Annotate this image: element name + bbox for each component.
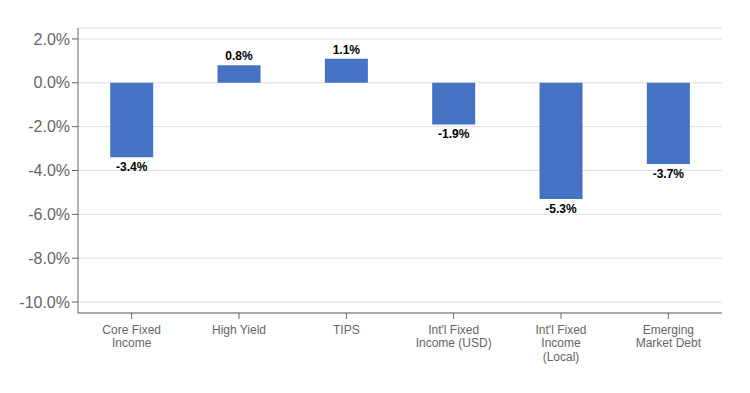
svg-text:-6.0%: -6.0% bbox=[28, 206, 70, 223]
svg-text:Core FixedIncome: Core FixedIncome bbox=[102, 323, 161, 351]
svg-text:Int'l FixedIncome(Local): Int'l FixedIncome(Local) bbox=[536, 323, 587, 365]
svg-text:-2.0%: -2.0% bbox=[28, 118, 70, 135]
svg-text:Int'l FixedIncome (USD): Int'l FixedIncome (USD) bbox=[416, 323, 492, 351]
svg-text:0.8%: 0.8% bbox=[225, 49, 253, 63]
svg-text:-3.4%: -3.4% bbox=[116, 160, 148, 174]
svg-text:-3.7%: -3.7% bbox=[653, 167, 685, 181]
svg-text:-10.0%: -10.0% bbox=[19, 294, 70, 311]
svg-text:EmergingMarket Debt: EmergingMarket Debt bbox=[636, 323, 702, 351]
svg-text:-8.0%: -8.0% bbox=[28, 250, 70, 267]
svg-text:1.1%: 1.1% bbox=[333, 43, 361, 57]
svg-text:TIPS: TIPS bbox=[333, 323, 360, 337]
svg-text:2.0%: 2.0% bbox=[34, 31, 70, 48]
svg-text:-1.9%: -1.9% bbox=[438, 127, 470, 141]
svg-text:-5.3%: -5.3% bbox=[545, 202, 577, 216]
svg-text:-4.0%: -4.0% bbox=[28, 162, 70, 179]
svg-text:0.0%: 0.0% bbox=[34, 74, 70, 91]
svg-text:High Yield: High Yield bbox=[212, 323, 266, 337]
